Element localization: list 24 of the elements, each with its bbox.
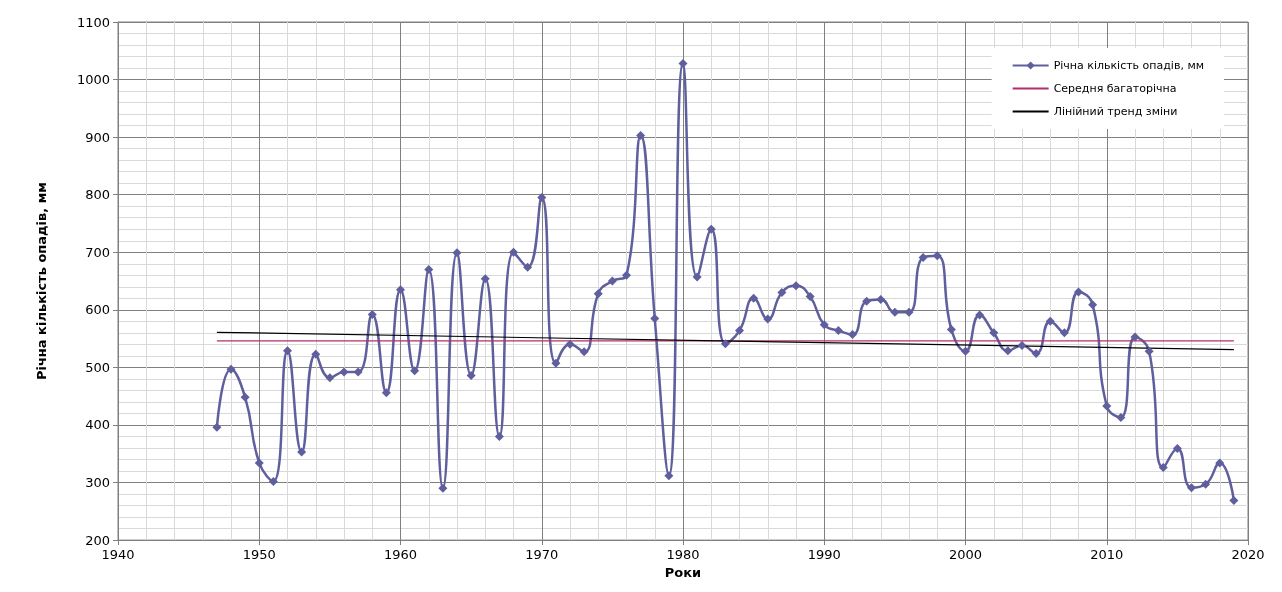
y-tick-label: 600 — [85, 302, 110, 318]
legend-label: Середня багаторічна — [1053, 82, 1177, 95]
y-tick-label: 1000 — [76, 72, 110, 88]
y-tick-label: 300 — [85, 475, 110, 491]
y-tick-label: 200 — [85, 532, 110, 548]
x-tick-label: 2000 — [948, 547, 983, 563]
legend-label: Річна кількість опадів, мм — [1053, 59, 1205, 72]
x-tick-label: 2010 — [1090, 547, 1124, 563]
x-axis-title: Роки — [664, 565, 702, 580]
y-tick-label: 1100 — [76, 14, 110, 30]
y-tick-label: 800 — [85, 187, 110, 203]
x-tick-label: 1960 — [383, 547, 418, 563]
x-tick-label: 1970 — [525, 547, 559, 563]
x-tick-label: 1950 — [242, 547, 276, 563]
x-tick-label: 2020 — [1231, 547, 1265, 563]
y-tick-label: 900 — [85, 129, 110, 145]
x-tick-label: 1990 — [807, 547, 841, 563]
y-tick-label: 400 — [85, 417, 110, 433]
legend-label: Лінійний тренд зміни — [1053, 105, 1178, 118]
y-tick-label: 500 — [85, 359, 110, 375]
y-axis-title: Річна кількість опадів, мм — [34, 182, 49, 381]
x-tick-label: 1940 — [101, 547, 135, 563]
x-tick-label: 1980 — [666, 547, 700, 563]
y-tick-label: 700 — [85, 244, 110, 260]
